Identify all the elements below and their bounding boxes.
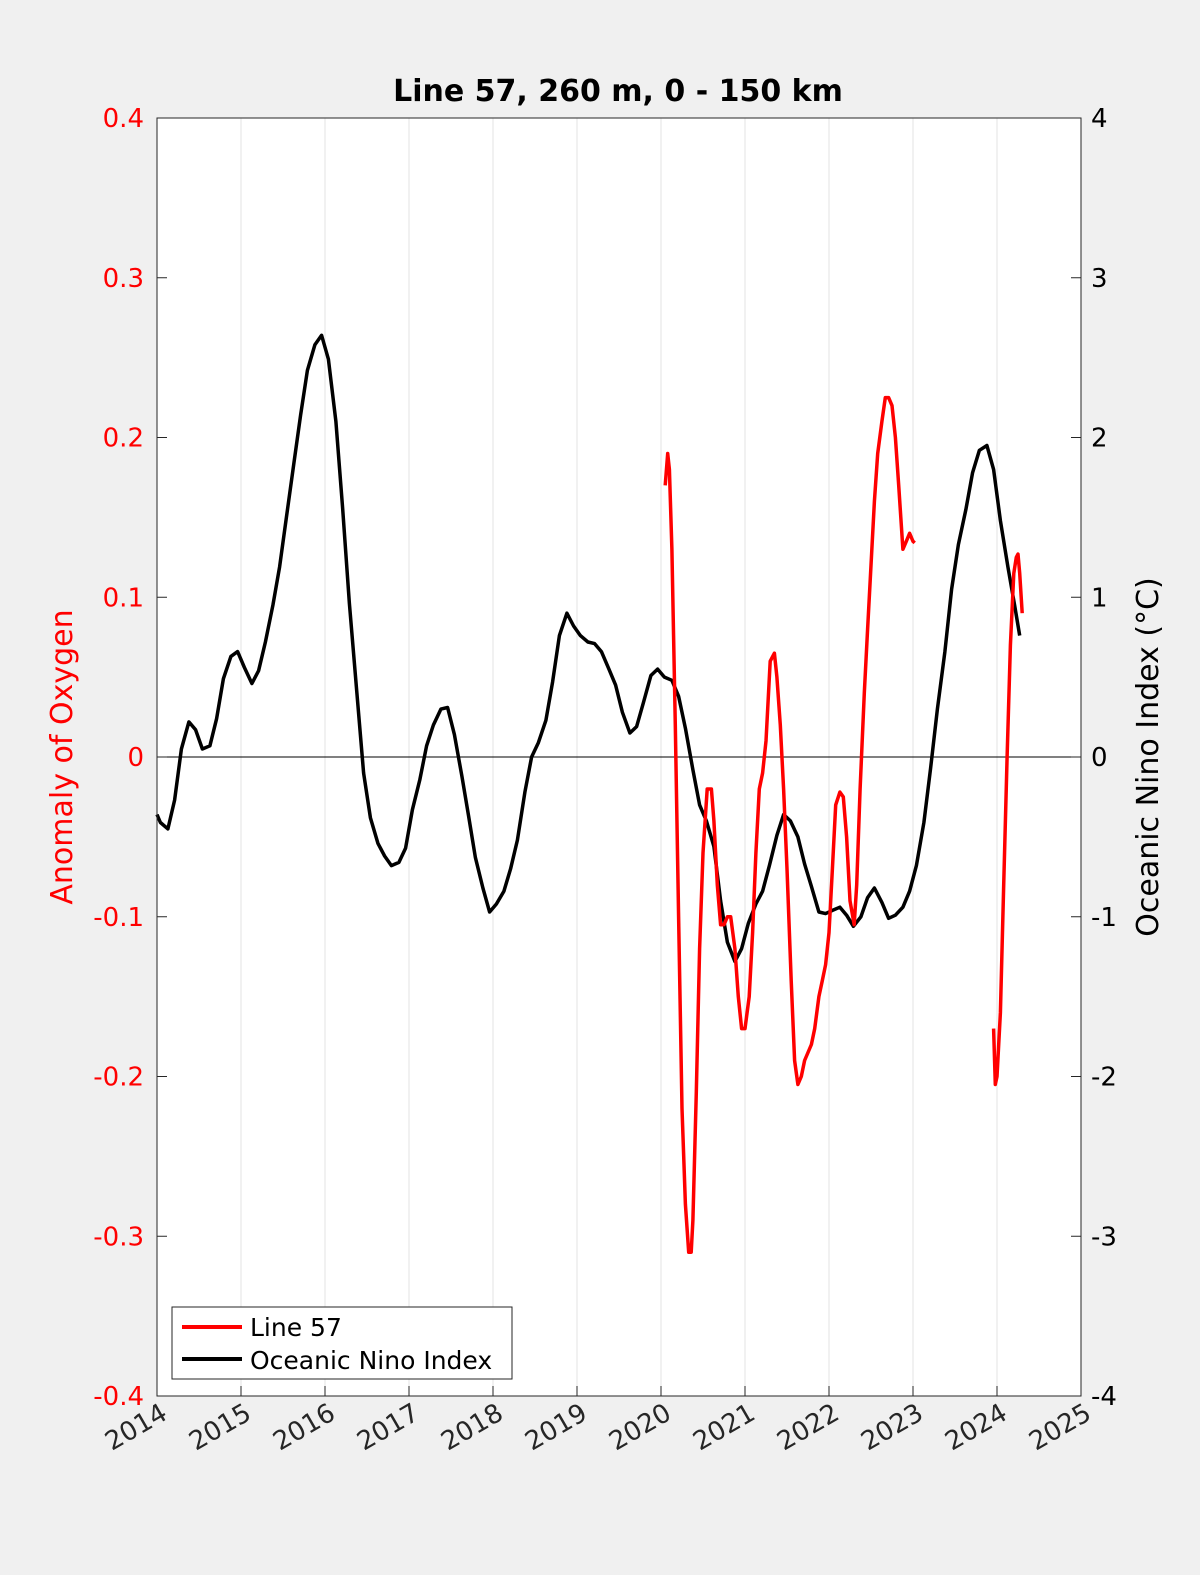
x-tick-label: 2017 bbox=[352, 1398, 424, 1457]
legend-label-line57: Line 57 bbox=[250, 1313, 342, 1342]
y-left-tick-label: 0.1 bbox=[103, 583, 144, 613]
legend-label-oni: Oceanic Nino Index bbox=[250, 1346, 492, 1375]
legend: Line 57 Oceanic Nino Index bbox=[171, 1306, 513, 1380]
x-tick-label: 2021 bbox=[688, 1398, 760, 1457]
chart-title: Line 57, 260 m, 0 - 150 km bbox=[393, 74, 843, 109]
y-right-tick-label: 2 bbox=[1091, 424, 1108, 454]
y-right-tick-label: 0 bbox=[1091, 743, 1108, 773]
series-line-line57-segment-0 bbox=[663, 395, 916, 1254]
legend-box bbox=[171, 1306, 513, 1380]
x-tick-label: 2019 bbox=[520, 1398, 592, 1457]
y-right-tick-label: 4 bbox=[1091, 104, 1108, 134]
y-axis-left-label: Anomaly of Oxygen bbox=[45, 609, 80, 904]
y-right-tick-label: -2 bbox=[1091, 1063, 1117, 1093]
y-left-tick-label: 0.3 bbox=[103, 264, 144, 294]
x-tick-label: 2022 bbox=[772, 1398, 844, 1457]
series-line-line57-segment-1 bbox=[991, 552, 1024, 1087]
series-lines bbox=[155, 333, 1024, 1254]
x-tick-label: 2018 bbox=[436, 1398, 508, 1457]
x-tick-label: 2023 bbox=[856, 1398, 928, 1457]
y-axis-right-label: Oceanic Nino Index (°C) bbox=[1131, 577, 1166, 937]
y-left-tick-label: 0.2 bbox=[103, 424, 144, 454]
y-right-tick-label: 3 bbox=[1091, 264, 1108, 294]
y-right-tick-label: -3 bbox=[1091, 1222, 1117, 1252]
y-left-tick-label: 0.4 bbox=[103, 104, 144, 134]
x-tick-label: 2016 bbox=[268, 1398, 340, 1457]
y-right-tick-label: -4 bbox=[1091, 1382, 1117, 1412]
y-left-tick-label: -0.2 bbox=[93, 1063, 144, 1093]
series-line-oni-segment-0 bbox=[155, 333, 1022, 964]
x-tick-label: 2020 bbox=[604, 1398, 676, 1457]
y-left-tick-label: 0 bbox=[127, 743, 144, 773]
y-right-tick-label: -1 bbox=[1091, 903, 1117, 933]
x-tick-label: 2015 bbox=[184, 1398, 256, 1457]
x-tick-label: 2025 bbox=[1024, 1398, 1096, 1457]
y-left-tick-label: -0.4 bbox=[93, 1382, 144, 1412]
y-left-tick-label: -0.3 bbox=[93, 1222, 144, 1252]
y-left-tick-label: -0.1 bbox=[93, 903, 144, 933]
x-tick-label: 2024 bbox=[940, 1398, 1012, 1457]
y-right-tick-label: 1 bbox=[1091, 583, 1108, 613]
